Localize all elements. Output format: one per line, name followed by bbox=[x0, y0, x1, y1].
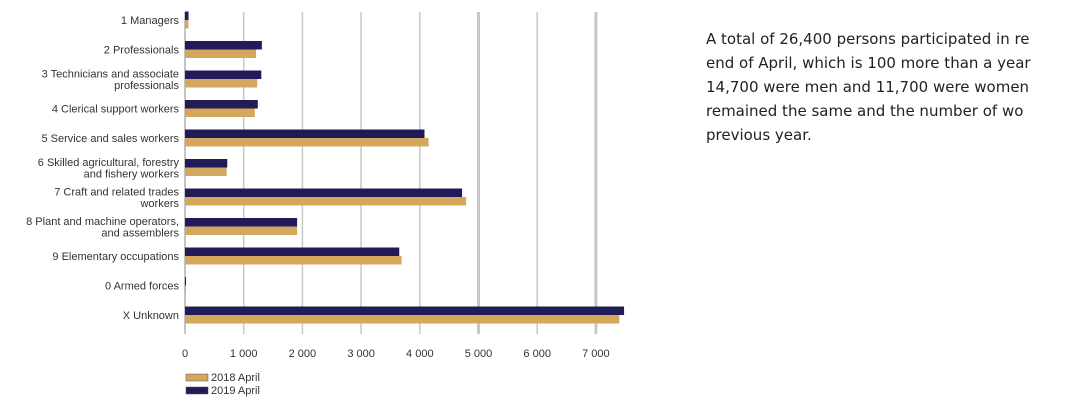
bar-2018-april bbox=[185, 49, 257, 58]
bar-2019-april bbox=[185, 306, 625, 315]
bar-2018-april bbox=[185, 167, 227, 176]
x-tick-label: 0 bbox=[182, 348, 188, 360]
bar-2019-april bbox=[185, 11, 189, 20]
legend-label: 2018 April bbox=[211, 372, 260, 384]
x-tick-label: 3 000 bbox=[347, 348, 375, 360]
category-label: 8 Plant and machine operators, bbox=[26, 216, 179, 228]
category-label: workers bbox=[139, 198, 179, 210]
bar-2018-april bbox=[185, 285, 186, 294]
x-tick-label: 2 000 bbox=[289, 348, 317, 360]
summary-line-4: remained the same and the number of wo bbox=[706, 102, 1024, 120]
category-label: 1 Managers bbox=[121, 15, 180, 27]
bar-2019-april bbox=[185, 188, 463, 197]
legend-swatch bbox=[185, 373, 209, 382]
category-label: 2 Professionals bbox=[104, 45, 180, 57]
bar-2019-april bbox=[185, 247, 400, 256]
occupation-bar-chart: 1 Managers 2 Professionals 3 Technicians a… bbox=[26, 11, 625, 397]
bar-2019-april bbox=[185, 41, 262, 50]
bar-2018-april bbox=[185, 108, 255, 117]
legend-swatch bbox=[185, 386, 209, 395]
category-label: and assemblers bbox=[101, 228, 179, 240]
category-label: 5 Service and sales workers bbox=[41, 133, 179, 145]
bar-2019-april bbox=[185, 277, 186, 286]
bar-2018-april bbox=[185, 256, 402, 265]
legend-label: 2019 April bbox=[211, 385, 260, 397]
bar-2018-april bbox=[185, 197, 467, 206]
bars bbox=[185, 11, 625, 324]
category-label: professionals bbox=[114, 80, 179, 92]
bar-2019-april bbox=[185, 100, 258, 109]
x-tick-label: 5 000 bbox=[465, 348, 493, 360]
bar-2019-april bbox=[185, 218, 298, 227]
category-label: 4 Clerical support workers bbox=[52, 104, 180, 116]
summary-line-1: A total of 26,400 persons participated i… bbox=[706, 30, 1030, 48]
summary-line-5: previous year. bbox=[706, 126, 812, 144]
bar-2018-april bbox=[185, 20, 189, 29]
grid-lines bbox=[184, 12, 598, 334]
bar-2018-april bbox=[185, 79, 258, 88]
bar-2019-april bbox=[185, 129, 425, 138]
x-tick-label: 1 000 bbox=[230, 348, 258, 360]
category-label: X Unknown bbox=[123, 310, 179, 322]
category-label: 3 Technicians and associate bbox=[42, 69, 179, 81]
summary-line-2: end of April, which is 100 more than a y… bbox=[706, 54, 1031, 72]
x-tick-label: 4 000 bbox=[406, 348, 434, 360]
x-tick-label: 7 000 bbox=[582, 348, 610, 360]
bar-2018-april bbox=[185, 138, 429, 147]
summary-text: A total of 26,400 persons participated i… bbox=[706, 27, 1084, 227]
x-axis-ticks: 0 1 000 2 000 3 000 4 000 5 000 6 000 7 000 bbox=[182, 348, 610, 360]
bar-2019-april bbox=[185, 159, 228, 168]
category-label: 9 Elementary occupations bbox=[52, 251, 179, 263]
category-label: 0 Armed forces bbox=[105, 281, 179, 293]
bar-2019-april bbox=[185, 70, 262, 79]
category-label: 6 Skilled agricultural, forestry bbox=[38, 157, 180, 169]
category-label: and fishery workers bbox=[84, 169, 180, 181]
bar-2018-april bbox=[185, 226, 298, 235]
category-labels: 1 Managers 2 Professionals 3 Technicians a… bbox=[26, 15, 179, 322]
summary-line-3: 14,700 were men and 11,700 were women bbox=[706, 78, 1030, 96]
category-label: 7 Craft and related trades bbox=[54, 187, 179, 199]
x-tick-label: 6 000 bbox=[523, 348, 551, 360]
bar-2018-april bbox=[185, 315, 620, 324]
